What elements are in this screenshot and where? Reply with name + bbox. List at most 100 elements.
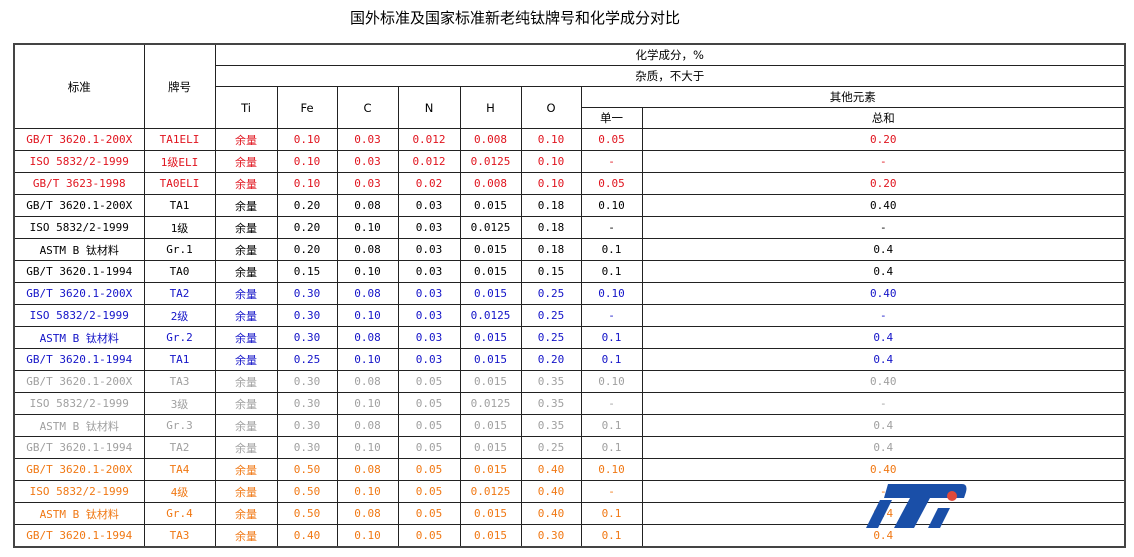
cell-fe: 0.20 [276, 238, 338, 261]
cell-c: 0.03 [336, 150, 399, 173]
cell-fe: 0.30 [276, 392, 338, 415]
cell-n: 0.05 [397, 480, 461, 503]
cell-total: 0.20 [641, 172, 1126, 195]
cell-standard: GB/T 3620.1-200X [13, 282, 145, 305]
cell-single: 0.10 [580, 282, 643, 305]
cell-ti: 余量 [214, 436, 278, 459]
cell-grade: TA2 [143, 436, 216, 459]
cell-single: - [580, 304, 643, 327]
cell-o: 0.20 [520, 348, 582, 371]
cell-o: 0.30 [520, 524, 582, 548]
header-fe: Fe [276, 86, 338, 129]
cell-o: 0.40 [520, 458, 582, 481]
cell-h: 0.015 [459, 458, 522, 481]
cell-ti: 余量 [214, 216, 278, 239]
cell-grade: 1级 [143, 216, 216, 239]
page-title: 国外标准及国家标准新老纯钛牌号和化学成分对比 [349, 9, 680, 27]
cell-ti: 余量 [214, 260, 278, 283]
cell-single: - [580, 392, 643, 415]
header-grade: 牌号 [143, 43, 216, 129]
cell-n: 0.012 [397, 128, 461, 151]
cell-fe: 0.10 [276, 150, 338, 173]
cell-standard: ASTM B 钛材料 [13, 502, 145, 525]
cell-standard: GB/T 3620.1-1994 [13, 348, 145, 371]
cell-fe: 0.50 [276, 458, 338, 481]
cell-c: 0.08 [336, 326, 399, 349]
cell-c: 0.08 [336, 238, 399, 261]
cell-grade: Gr.2 [143, 326, 216, 349]
cell-o: 0.18 [520, 194, 582, 217]
cell-single: 0.1 [580, 414, 643, 437]
cell-o: 0.35 [520, 414, 582, 437]
cell-c: 0.10 [336, 304, 399, 327]
iti-logo [866, 484, 967, 528]
cell-n: 0.03 [397, 304, 461, 327]
cell-single: 0.05 [580, 128, 643, 151]
cell-total: 0.40 [641, 370, 1126, 393]
cell-h: 0.015 [459, 436, 522, 459]
cell-fe: 0.50 [276, 502, 338, 525]
cell-n: 0.03 [397, 348, 461, 371]
cell-single: 0.1 [580, 326, 643, 349]
cell-standard: ISO 5832/2-1999 [13, 150, 145, 173]
cell-o: 0.10 [520, 128, 582, 151]
cell-h: 0.015 [459, 348, 522, 371]
cell-o: 0.35 [520, 370, 582, 393]
cell-n: 0.05 [397, 502, 461, 525]
cell-standard: GB/T 3620.1-1994 [13, 524, 145, 548]
cell-grade: TA3 [143, 524, 216, 548]
cell-c: 0.10 [336, 392, 399, 415]
cell-total: 0.40 [641, 194, 1126, 217]
cell-o: 0.18 [520, 216, 582, 239]
cell-fe: 0.50 [276, 480, 338, 503]
cell-ti: 余量 [214, 458, 278, 481]
cell-standard: GB/T 3620.1-200X [13, 458, 145, 481]
cell-h: 0.015 [459, 414, 522, 437]
table-row: GB/T 3620.1-1994 TA0 余量 0.15 0.10 0.03 0.015 0.… [13, 260, 1126, 283]
cell-ti: 余量 [214, 370, 278, 393]
table-row: GB/T 3620.1-200X TA1 余量 0.20 0.08 0.03 0.015 0.… [13, 194, 1126, 217]
cell-c: 0.08 [336, 282, 399, 305]
cell-ti: 余量 [214, 414, 278, 437]
header-standard: 标准 [13, 43, 145, 129]
cell-n: 0.05 [397, 458, 461, 481]
cell-ti: 余量 [214, 150, 278, 173]
header-total: 总和 [641, 107, 1126, 129]
cell-standard: ASTM B 钛材料 [13, 238, 145, 261]
cell-total: 0.4 [641, 414, 1126, 437]
table-row: GB/T 3620.1-200X TA1ELI 余量 0.10 0.03 0.012 0.0… [13, 128, 1126, 151]
cell-n: 0.03 [397, 326, 461, 349]
header-c: C [336, 86, 399, 129]
cell-n: 0.05 [397, 524, 461, 548]
cell-fe: 0.25 [276, 348, 338, 371]
table-row: ASTM B 钛材料 Gr.4 余量 0.50 0.08 0.05 0.015 0.40 0.1… [13, 502, 1126, 525]
cell-single: 0.1 [580, 436, 643, 459]
cell-o: 0.35 [520, 392, 582, 415]
cell-h: 0.015 [459, 524, 522, 548]
header-o: O [520, 86, 582, 129]
cell-fe: 0.15 [276, 260, 338, 283]
cell-o: 0.15 [520, 260, 582, 283]
header-n: N [397, 86, 461, 129]
cell-ti: 余量 [214, 304, 278, 327]
table-row: ASTM B 钛材料 Gr.2 余量 0.30 0.08 0.03 0.015 0.25 0.1… [13, 326, 1126, 349]
cell-c: 0.03 [336, 172, 399, 195]
cell-total: 0.4 [641, 348, 1126, 371]
cell-single: - [580, 480, 643, 503]
cell-ti: 余量 [214, 194, 278, 217]
cell-n: 0.05 [397, 370, 461, 393]
cell-h: 0.0125 [459, 150, 522, 173]
cell-o: 0.18 [520, 238, 582, 261]
cell-fe: 0.30 [276, 414, 338, 437]
cell-grade: TA0ELI [143, 172, 216, 195]
cell-h: 0.008 [459, 128, 522, 151]
cell-n: 0.03 [397, 282, 461, 305]
table-row: GB/T 3623-1998 TA0ELI 余量 0.10 0.03 0.02 0.008 0… [13, 172, 1126, 195]
cell-total: - [641, 392, 1126, 415]
cell-n: 0.03 [397, 238, 461, 261]
cell-grade: 4级 [143, 480, 216, 503]
table-row: GB/T 3620.1-200X TA3 余量 0.30 0.08 0.05 0.015 0.… [13, 370, 1126, 393]
cell-n: 0.03 [397, 216, 461, 239]
cell-o: 0.25 [520, 304, 582, 327]
cell-h: 0.015 [459, 194, 522, 217]
